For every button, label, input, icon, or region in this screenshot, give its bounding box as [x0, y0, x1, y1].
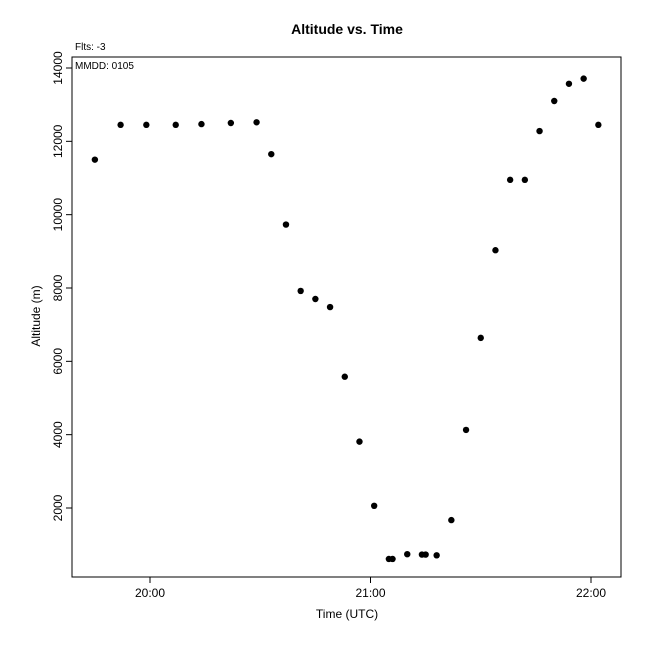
data-point [253, 119, 260, 126]
data-point [198, 120, 205, 128]
annotation-mmdd: MMDD: 0105 [75, 61, 134, 72]
data-point [91, 156, 99, 163]
data-point [117, 121, 124, 129]
data-point [143, 121, 150, 129]
y-tick-label: 12000 [51, 124, 65, 158]
plot-frame [71, 56, 622, 578]
data-point [341, 373, 348, 380]
x-tick-label: 20:00 [135, 586, 165, 600]
y-axis-label: Altitude (m) [29, 285, 43, 346]
data-point [227, 119, 235, 127]
data-point [565, 80, 573, 87]
chart-title: Altitude vs. Time [291, 21, 403, 37]
data-point [448, 516, 455, 524]
data-point [326, 303, 334, 311]
y-tick-label: 6000 [51, 348, 65, 375]
annotation-flts: Flts: -3 [75, 42, 106, 53]
data-point [477, 334, 484, 342]
data-point [580, 75, 587, 82]
y-axis: 2000 4000 6000 8000 10000 12000 14000 [51, 51, 73, 521]
data-point [595, 121, 602, 129]
data-point [356, 438, 363, 445]
data-point [536, 127, 543, 135]
data-point [297, 287, 304, 295]
y-tick-label: 4000 [51, 421, 65, 448]
data-point [422, 551, 429, 558]
x-tick-label: 22:00 [576, 586, 606, 600]
y-tick-label: 10000 [51, 198, 65, 232]
data-point [268, 150, 275, 158]
data-point [404, 551, 411, 558]
data-point [172, 121, 179, 129]
x-axis: 20:00 21:00 22:00 [135, 576, 606, 600]
data-point [370, 502, 378, 509]
data-point [506, 176, 514, 184]
x-tick-label: 21:00 [355, 586, 385, 600]
data-point [462, 426, 470, 434]
data-point [521, 176, 529, 184]
data-point [282, 221, 290, 228]
data-point [389, 555, 396, 563]
y-tick-label: 2000 [51, 494, 65, 521]
y-tick-label: 14000 [51, 51, 65, 85]
data-point [492, 247, 499, 254]
x-axis-label: Time (UTC) [316, 607, 378, 621]
data-point [312, 295, 319, 303]
data-point [551, 97, 558, 105]
y-tick-label: 8000 [51, 274, 65, 301]
data-point [433, 552, 440, 559]
data-points [91, 75, 602, 563]
